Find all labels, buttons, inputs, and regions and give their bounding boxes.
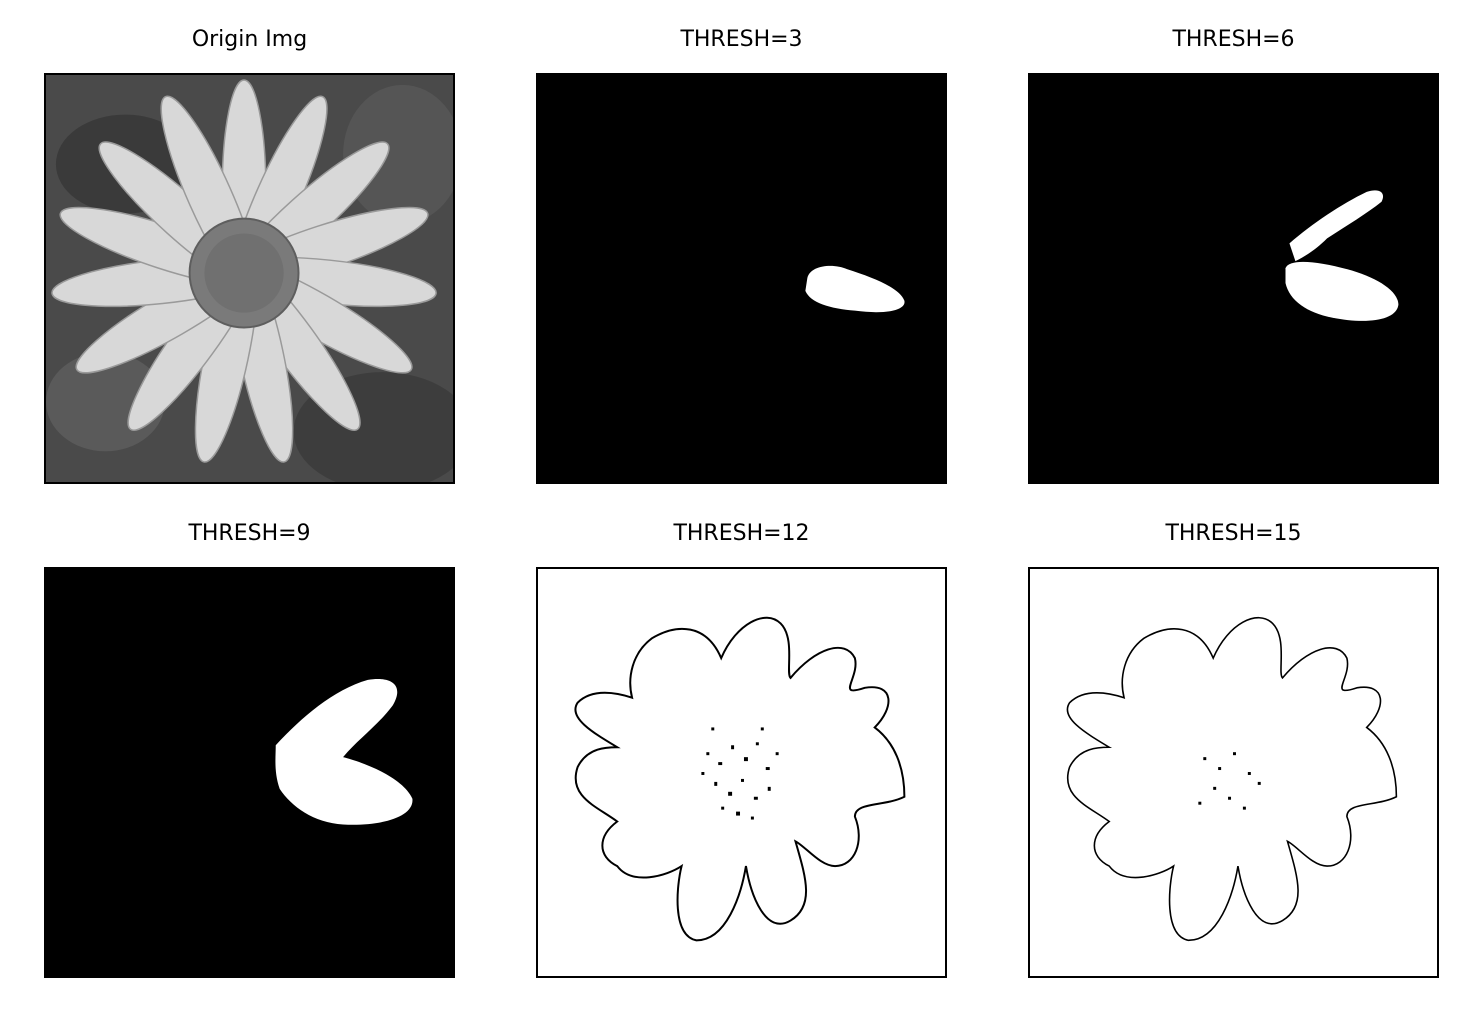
thresh-15-image (1028, 567, 1439, 978)
panel-title: THRESH=9 (188, 521, 311, 546)
binary-outline-image (538, 569, 945, 976)
panel-title: THRESH=15 (1165, 521, 1302, 546)
panel-title: THRESH=3 (680, 27, 803, 52)
thresh-9-image (44, 567, 455, 978)
thresh-3-image (536, 73, 947, 484)
panel-title: Origin Img (191, 27, 308, 52)
origin-image (44, 73, 455, 484)
thresh-6-image (1028, 73, 1439, 484)
binary-mask-image (538, 75, 945, 482)
panel-title: THRESH=6 (1172, 27, 1295, 52)
panel-title: THRESH=12 (673, 521, 810, 546)
daisy-grayscale-image (46, 75, 453, 482)
binary-outline-image (1030, 569, 1437, 976)
binary-mask-image (1030, 75, 1437, 482)
thresh-12-image (536, 567, 947, 978)
binary-mask-image (46, 569, 453, 976)
